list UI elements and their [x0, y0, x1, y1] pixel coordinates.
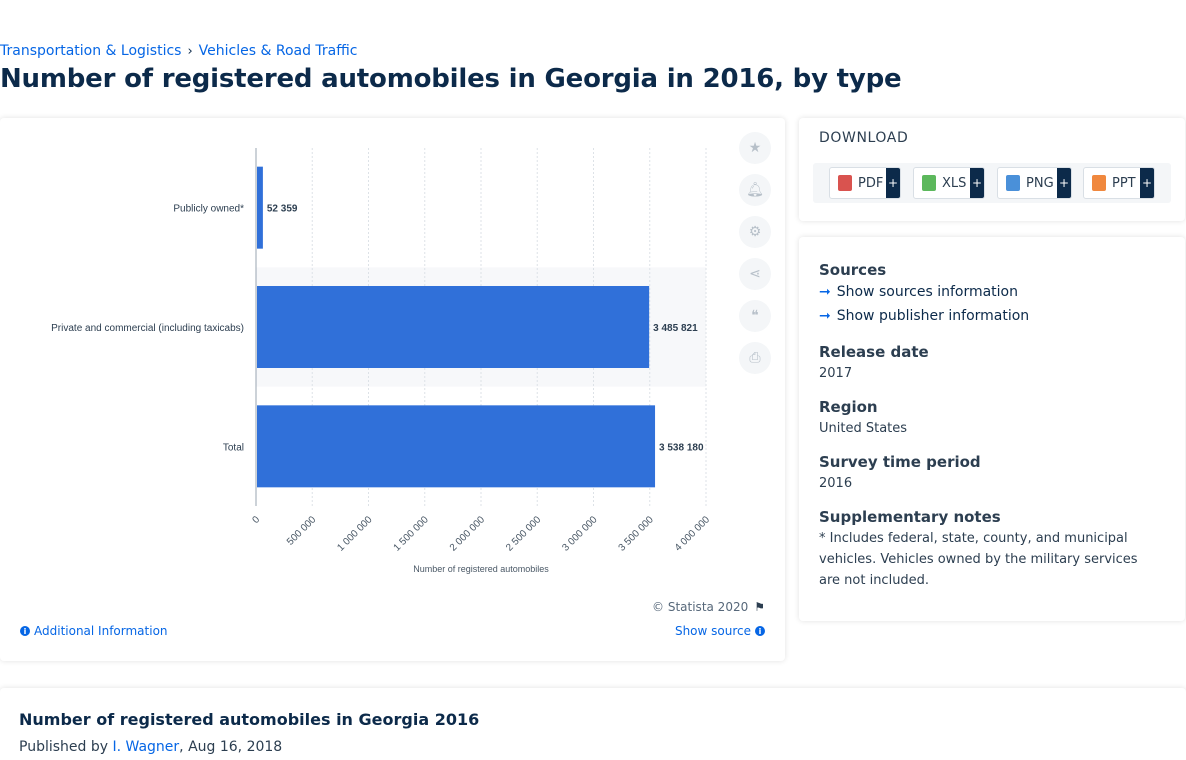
download-xls-button[interactable]: XLS +	[913, 167, 985, 199]
breadcrumb-separator: ›	[187, 43, 193, 59]
sources-heading: Sources	[819, 261, 887, 279]
breadcrumb: Transportation & Logistics › Vehicles & …	[0, 43, 358, 59]
chart-card: 0 500 000 1 000 000 1 500 000 2 000 000 2 500…	[0, 118, 785, 661]
x-tick-label: 2 000 000	[448, 514, 488, 554]
additional-information-link[interactable]: i Additional Information	[20, 624, 168, 638]
show-sources-label: Show sources information	[836, 284, 1018, 300]
flag-icon[interactable]: ⚑	[754, 600, 765, 614]
survey-period-value: 2016	[819, 476, 853, 491]
download-buttons: PDF + XLS + PNG + PPT +	[813, 163, 1171, 203]
bell-icon[interactable]: 🔔︎	[739, 174, 771, 206]
download-png-button[interactable]: PNG +	[997, 167, 1072, 199]
x-tick-label: 500 000	[285, 514, 319, 548]
share-icon[interactable]: ⋖	[739, 258, 771, 290]
download-ppt-button[interactable]: PPT +	[1083, 167, 1155, 199]
x-tick-label: 1 000 000	[335, 514, 375, 554]
show-source-label: Show source	[674, 624, 751, 638]
xls-file-icon	[922, 175, 936, 191]
data-label: 3 538 180	[659, 442, 704, 453]
region-heading: Region	[819, 398, 878, 416]
x-tick-label: 1 500 000	[392, 514, 432, 554]
x-tick-label: 2 500 000	[504, 514, 544, 554]
download-png-label: PNG	[1026, 175, 1054, 191]
data-label: 52 359	[267, 204, 298, 215]
ppt-file-icon	[1092, 175, 1106, 191]
plus-icon[interactable]: +	[886, 168, 900, 198]
png-file-icon	[1006, 175, 1020, 191]
star-icon[interactable]: ★	[739, 132, 771, 164]
download-card: DOWNLOAD PDF + XLS + PNG + PPT +	[799, 118, 1185, 221]
x-axis-label: Number of registered automobiles	[413, 564, 549, 574]
info-icon: i	[755, 626, 765, 636]
plus-icon[interactable]: +	[970, 168, 984, 198]
breadcrumb-item-vehicles[interactable]: Vehicles & Road Traffic	[198, 43, 358, 59]
bar	[257, 286, 650, 368]
x-tick-label: 3 000 000	[560, 514, 600, 554]
copyright-text: © Statista 2020	[652, 600, 749, 614]
download-title: DOWNLOAD	[819, 130, 909, 146]
show-publisher-link[interactable]: ➞ Show publisher information	[819, 308, 1029, 324]
supplementary-notes-heading: Supplementary notes	[819, 508, 1001, 526]
arrow-right-icon: ➞	[819, 284, 831, 300]
statistic-info-card: Sources ➞ Show sources information ➞ Sho…	[799, 237, 1185, 621]
quote-icon[interactable]: ❝	[739, 300, 771, 332]
survey-period-heading: Survey time period	[819, 453, 981, 471]
region-value: United States	[819, 421, 908, 436]
x-tick-label: 3 500 000	[617, 514, 657, 554]
bar	[257, 405, 656, 488]
category-label: Private and commercial (including taxica…	[51, 323, 244, 334]
published-by: Published by I. Wagner, Aug 16, 2018	[19, 739, 282, 755]
plus-icon[interactable]: +	[1057, 168, 1071, 198]
download-pdf-button[interactable]: PDF +	[829, 167, 901, 199]
published-date: , Aug 16, 2018	[179, 739, 283, 755]
gear-icon[interactable]: ⚙	[739, 216, 771, 248]
chart-toolbar: ★ 🔔︎ ⚙ ⋖ ❝ ⎙	[739, 132, 771, 384]
release-date-heading: Release date	[819, 343, 929, 361]
data-label: 3 485 821	[653, 323, 698, 334]
x-tick-label: 4 000 000	[673, 514, 713, 554]
additional-information-label: Additional Information	[34, 624, 168, 638]
x-tick-label: 0	[250, 514, 262, 526]
print-icon[interactable]: ⎙	[739, 342, 771, 374]
breadcrumb-item-transportation[interactable]: Transportation & Logistics	[0, 43, 182, 59]
download-xls-label: XLS	[942, 175, 967, 191]
published-prefix: Published by	[19, 739, 113, 755]
statistic-summary-card: Number of registered automobiles in Geor…	[0, 688, 1186, 760]
show-publisher-label: Show publisher information	[836, 308, 1030, 324]
download-ppt-label: PPT	[1112, 175, 1136, 191]
plus-icon[interactable]: +	[1140, 168, 1154, 198]
category-label: Publicly owned*	[173, 204, 244, 215]
pdf-file-icon	[838, 175, 852, 191]
statistic-summary-title: Number of registered automobiles in Geor…	[19, 710, 480, 729]
show-sources-link[interactable]: ➞ Show sources information	[819, 284, 1018, 300]
show-source-link[interactable]: Show source i	[675, 624, 765, 638]
release-date-value: 2017	[819, 366, 853, 381]
supplementary-notes-value: * Includes federal, state, county, and m…	[819, 531, 1138, 588]
category-label: Total	[223, 442, 244, 453]
bar-chart: 0 500 000 1 000 000 1 500 000 2 000 000 2 500…	[51, 148, 713, 574]
info-icon: i	[20, 626, 30, 636]
arrow-right-icon: ➞	[819, 308, 831, 324]
page-title: Number of registered automobiles in Geor…	[0, 64, 902, 94]
author-link[interactable]: I. Wagner	[112, 739, 180, 755]
download-pdf-label: PDF	[858, 175, 884, 191]
copyright: © Statista 2020 ⚑	[652, 600, 765, 614]
bar	[257, 166, 263, 249]
